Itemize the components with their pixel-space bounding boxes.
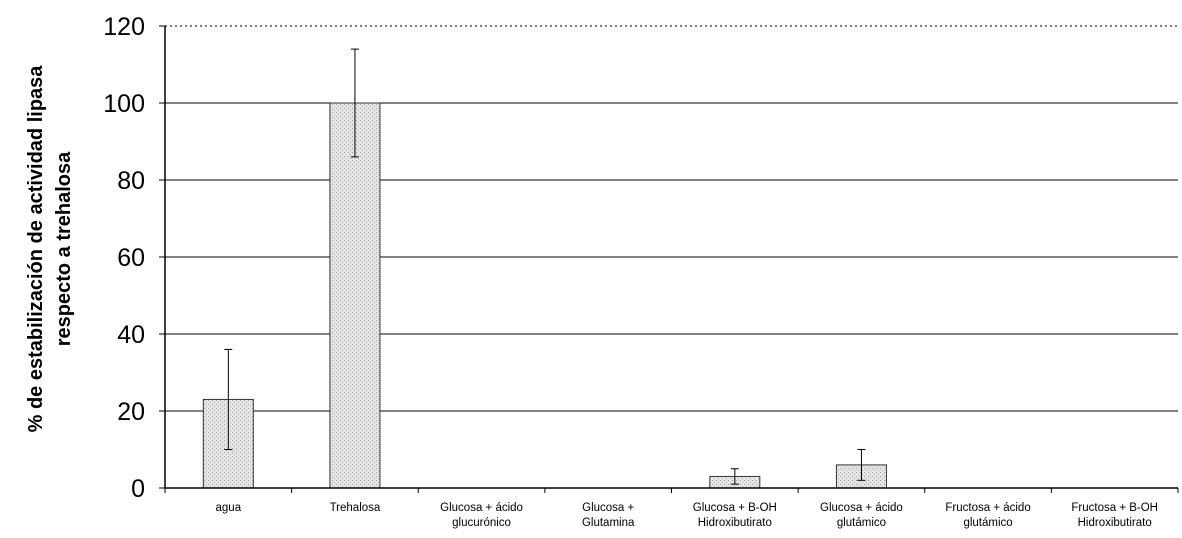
x-tick-label: Glucosa + ácido [820,502,903,514]
y-tick-labels: 0 20 40 60 80 100 120 [103,13,145,503]
x-tick-label: Fructosa + B-OH [1071,502,1158,514]
y-tick-label: 80 [117,167,145,195]
bars [202,102,887,489]
bar [329,102,381,489]
y-tick-label: 40 [117,321,145,349]
x-tick-label: Glucosa + B-OH [693,502,777,514]
x-tick-label: glucurónico [452,517,511,529]
x-tick-label: Glucosa + [582,502,634,514]
y-tick-label: 60 [117,244,145,272]
gridlines [159,25,1178,489]
x-tick-label: Glutamina [582,517,635,529]
y-axis-label-line: % de estabilización de actividad lipasa [25,65,47,433]
y-axis-label-line: respecto a trehalosa [53,151,75,346]
x-tick-label: Trehalosa [330,502,381,514]
y-tick-label: 120 [103,13,145,41]
x-tick-label: Fructosa + ácido [945,502,1030,514]
x-tick-label: agua [216,502,242,514]
axes [164,26,1179,493]
error-bars [224,48,866,485]
y-tick-label: 0 [131,475,145,503]
x-tick-labels: agua Trehalosa Glucosa + ácido glucurónico G… [216,502,1158,529]
x-tick-label: Glucosa + ácido [440,502,523,514]
x-tick-label: Hidroxibutirato [698,517,772,529]
x-tick-label: glutámico [837,517,886,529]
x-tick-label: Hidroxibutirato [1078,517,1152,529]
y-axis-label: % de estabilización de actividad lipasa r… [25,65,75,433]
x-tick-label: glutámico [963,517,1012,529]
y-tick-label: 100 [103,90,145,118]
y-tick-label: 20 [117,398,145,426]
